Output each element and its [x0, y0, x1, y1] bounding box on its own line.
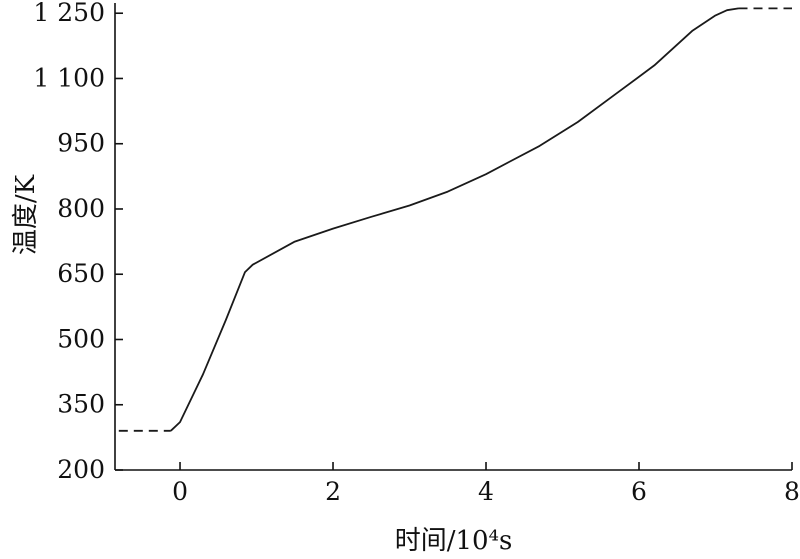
x-tick-label: 8 [784, 477, 800, 506]
y-tick-label: 500 [57, 324, 105, 353]
y-tick-label: 950 [57, 129, 105, 158]
y-tick-label: 200 [57, 455, 105, 484]
series-heating-curve [170, 7, 739, 432]
x-axis-title: 时间/10⁴s [394, 526, 513, 556]
y-tick-label: 1 250 [33, 0, 105, 27]
x-tick-label: 0 [172, 477, 188, 506]
x-tick-label: 6 [631, 477, 647, 506]
y-tick-label: 350 [57, 390, 105, 419]
y-tick-label: 1 100 [33, 63, 105, 92]
y-tick-label: 650 [57, 259, 105, 288]
x-tick-label: 4 [478, 477, 494, 506]
y-axis-title: 温度/K [11, 174, 41, 256]
y-tick-label: 800 [57, 194, 105, 223]
x-tick-label: 2 [325, 477, 341, 506]
